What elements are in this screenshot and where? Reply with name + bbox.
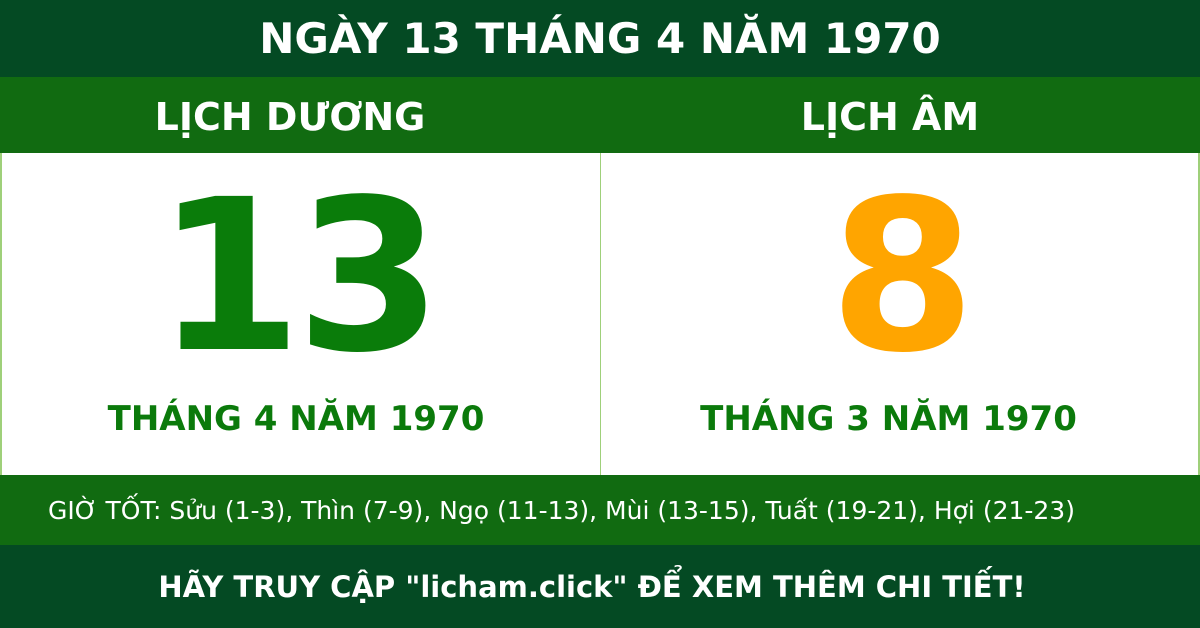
calendar-headers: LỊCH DƯƠNG LỊCH ÂM	[0, 77, 1200, 153]
lunar-panel: 8 THÁNG 3 NĂM 1970	[600, 153, 1200, 475]
lunar-calendar-label: LỊCH ÂM	[800, 95, 980, 139]
calendar-body: 13 THÁNG 4 NĂM 1970 8 THÁNG 3 NĂM 1970	[0, 153, 1200, 475]
good-hours: GIỜ TỐT: Sửu (1-3), Thìn (7-9), Ngọ (11-…	[0, 475, 1200, 545]
lunar-day: 8	[829, 154, 975, 399]
solar-calendar-label: LỊCH DƯƠNG	[154, 95, 426, 139]
solar-day: 13	[155, 154, 442, 399]
solar-month-year: THÁNG 4 NĂM 1970	[107, 399, 485, 439]
footer-cta: HÃY TRUY CẬP "licham.click" ĐỂ XEM THÊM …	[0, 545, 1200, 628]
solar-panel: 13 THÁNG 4 NĂM 1970	[0, 153, 600, 475]
page-title: NGÀY 13 THÁNG 4 NĂM 1970	[0, 0, 1200, 77]
lunar-month-year: THÁNG 3 NĂM 1970	[700, 399, 1077, 439]
